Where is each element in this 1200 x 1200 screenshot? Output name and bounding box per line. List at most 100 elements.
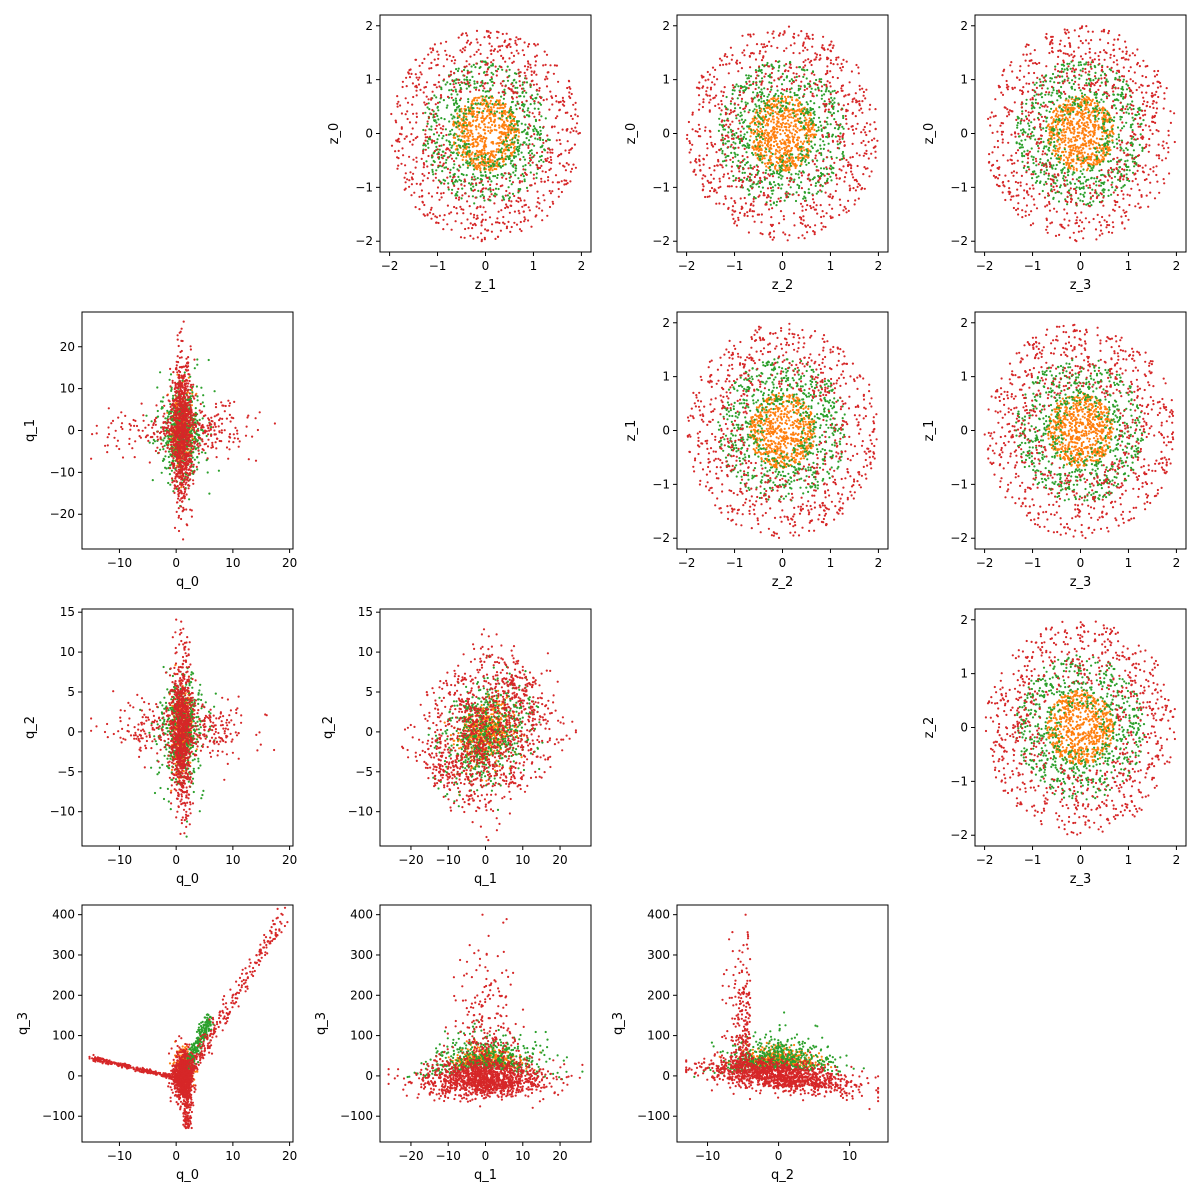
- data-point: [462, 208, 465, 211]
- data-point: [792, 212, 796, 215]
- data-point: [430, 195, 434, 198]
- data-point: [800, 187, 804, 190]
- data-point: [754, 87, 757, 91]
- data-point: [842, 104, 845, 107]
- data-point: [442, 228, 445, 231]
- data-point: [798, 108, 801, 111]
- data-point: [481, 95, 484, 98]
- data-point: [761, 129, 764, 132]
- data-point: [819, 57, 822, 60]
- data-point: [1063, 154, 1066, 157]
- data-point: [522, 155, 525, 159]
- data-point: [740, 118, 744, 121]
- data-point: [1106, 110, 1109, 113]
- data-point: [769, 235, 772, 239]
- data-point: [838, 138, 841, 141]
- y-tick-label: −1: [652, 180, 670, 194]
- data-point: [534, 64, 537, 67]
- data-point: [1093, 133, 1096, 136]
- data-point: [426, 177, 429, 180]
- data-point: [1061, 141, 1064, 144]
- data-point: [1076, 127, 1079, 130]
- data-point: [803, 84, 806, 87]
- data-point: [1091, 98, 1094, 101]
- data-point: [1072, 166, 1075, 169]
- data-point: [825, 135, 828, 138]
- data-point: [698, 154, 701, 157]
- data-point: [432, 179, 435, 182]
- data-point: [759, 155, 763, 158]
- data-point: [481, 218, 484, 221]
- data-point: [466, 139, 469, 142]
- data-point: [770, 71, 774, 75]
- data-point: [785, 87, 789, 91]
- data-point: [759, 50, 762, 53]
- data-point: [760, 71, 764, 74]
- data-point: [794, 172, 798, 175]
- data-point: [870, 152, 873, 155]
- data-point: [438, 144, 441, 147]
- data-point: [774, 134, 778, 137]
- data-point: [734, 107, 737, 110]
- data-point: [472, 173, 475, 176]
- data-point: [780, 75, 783, 78]
- data-point: [528, 139, 531, 142]
- data-point: [1062, 150, 1065, 154]
- data-point: [486, 110, 489, 113]
- data-point: [773, 128, 776, 131]
- data-point: [505, 134, 508, 137]
- data-point: [549, 151, 552, 154]
- data-point: [570, 127, 573, 130]
- data-point: [784, 109, 787, 112]
- data-point: [1100, 154, 1103, 157]
- data-point: [445, 139, 448, 142]
- data-point: [858, 102, 861, 106]
- data-point: [536, 43, 540, 46]
- data-point: [541, 209, 544, 212]
- data-point: [1072, 160, 1075, 163]
- data-point: [848, 81, 851, 84]
- data-point: [799, 85, 802, 88]
- data-point: [792, 141, 796, 144]
- data-point: [450, 88, 453, 91]
- data-point: [851, 128, 855, 131]
- data-point: [1096, 120, 1099, 123]
- data-point: [396, 105, 399, 108]
- data-point: [410, 133, 413, 136]
- data-point: [770, 136, 773, 139]
- data-point: [833, 101, 836, 104]
- data-point: [764, 129, 767, 132]
- data-point: [447, 182, 450, 185]
- data-point: [479, 153, 482, 156]
- data-point: [768, 233, 771, 236]
- data-point: [730, 137, 734, 140]
- data-point: [545, 75, 548, 78]
- data-point: [802, 197, 805, 200]
- data-point: [476, 144, 479, 147]
- data-point: [747, 77, 751, 80]
- data-point: [1074, 143, 1077, 146]
- data-point: [434, 112, 437, 115]
- data-point: [517, 120, 521, 123]
- data-point: [790, 177, 793, 180]
- data-point: [507, 220, 510, 223]
- data-point: [427, 171, 430, 175]
- data-point: [506, 155, 509, 158]
- data-point: [424, 136, 427, 139]
- data-point: [420, 73, 423, 76]
- data-point: [518, 145, 521, 148]
- data-point: [452, 176, 455, 179]
- data-point: [491, 62, 494, 66]
- data-point: [747, 193, 750, 196]
- data-point: [704, 129, 707, 132]
- data-point: [748, 189, 751, 192]
- data-point: [484, 132, 487, 135]
- data-point: [523, 41, 526, 44]
- data-point: [538, 133, 541, 136]
- data-point: [712, 177, 715, 180]
- data-point: [780, 177, 783, 180]
- data-point: [1069, 131, 1073, 134]
- data-point: [754, 145, 757, 148]
- data-point: [491, 150, 494, 153]
- data-point: [841, 89, 844, 92]
